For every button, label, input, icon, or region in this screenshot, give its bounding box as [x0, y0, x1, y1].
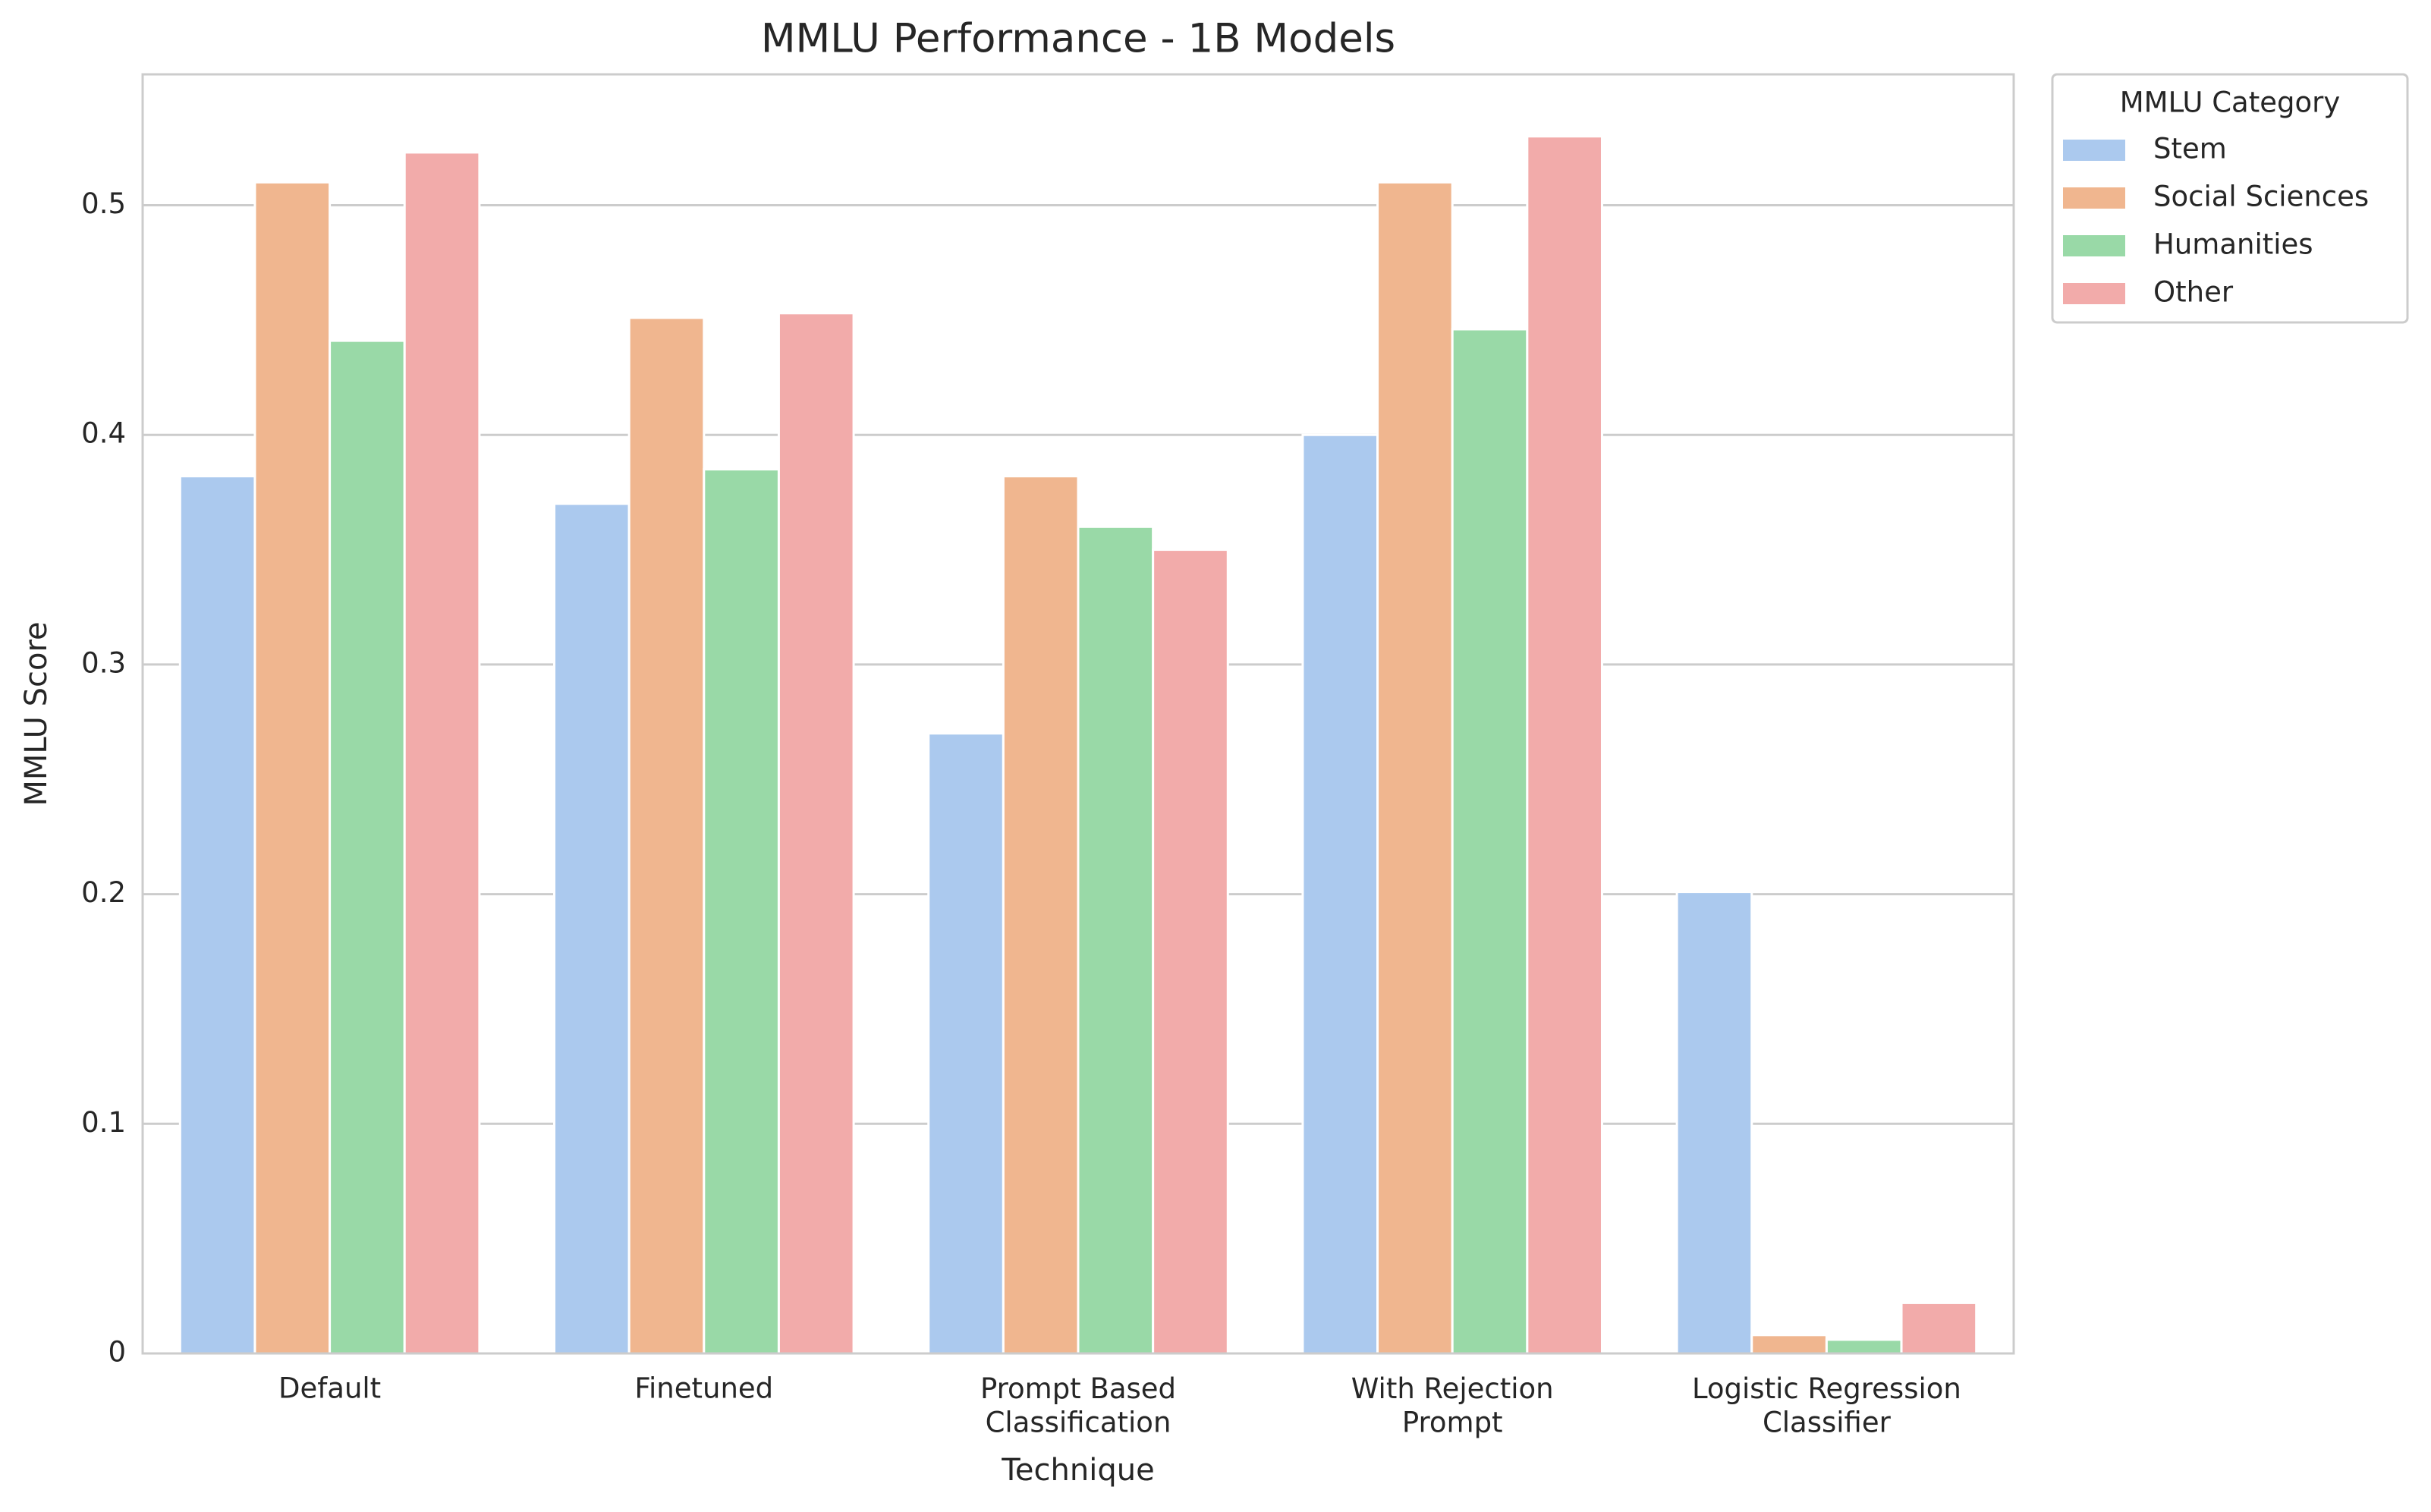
y-tick-label: 0.4: [81, 417, 126, 450]
x-axis-label: Technique: [1001, 1453, 1154, 1488]
bar: [329, 339, 406, 1355]
bar: [1900, 1301, 1978, 1355]
x-tick-label: With Rejection Prompt: [1351, 1372, 1554, 1438]
bar: [553, 502, 631, 1355]
bar: [1675, 891, 1753, 1355]
legend-label: Humanities: [2153, 228, 2313, 261]
legend-swatch: [2063, 187, 2125, 209]
legend-swatch: [2063, 283, 2125, 304]
x-tick-label: Default: [278, 1372, 381, 1405]
bar: [1002, 475, 1080, 1355]
x-tick-label: Finetuned: [634, 1372, 773, 1405]
x-tick-label: Prompt Based Classification: [980, 1372, 1176, 1438]
y-tick-label: 0.5: [81, 187, 126, 220]
y-tick-label: 0.3: [81, 646, 126, 679]
bar: [1301, 433, 1379, 1355]
legend-box: [2051, 73, 2409, 324]
bar: [1077, 525, 1155, 1355]
bar: [627, 316, 706, 1355]
legend-label: Other: [2153, 276, 2234, 309]
bar: [927, 732, 1005, 1355]
chart-title: MMLU Performance - 1B Models: [761, 16, 1395, 62]
bar: [703, 468, 780, 1355]
bar: [1750, 1334, 1828, 1355]
legend-label: Social Sciences: [2153, 181, 2369, 213]
legend-label: Stem: [2153, 133, 2227, 165]
y-tick-label: 0: [108, 1336, 126, 1369]
bar: [1825, 1338, 1903, 1355]
plot-frame: [141, 73, 2015, 1355]
bar: [1451, 328, 1529, 1355]
bar: [1526, 135, 1603, 1355]
bar: [403, 151, 481, 1355]
legend: MMLU Category Stem Social Sciences Humanit…: [2051, 73, 2409, 324]
bar: [1376, 181, 1454, 1355]
y-tick-label: 0.2: [81, 876, 126, 909]
y-tick-label: 0.1: [81, 1106, 126, 1139]
bar: [1152, 549, 1229, 1355]
x-tick-label: Logistic Regression Classifier: [1692, 1372, 1961, 1438]
legend-swatch: [2063, 235, 2125, 256]
bar: [178, 475, 256, 1355]
legend-swatch: [2063, 140, 2125, 161]
y-axis-label: MMLU Score: [19, 621, 54, 806]
bar: [253, 181, 332, 1355]
legend-title: MMLU Category: [2120, 86, 2340, 119]
bar: [777, 312, 855, 1355]
